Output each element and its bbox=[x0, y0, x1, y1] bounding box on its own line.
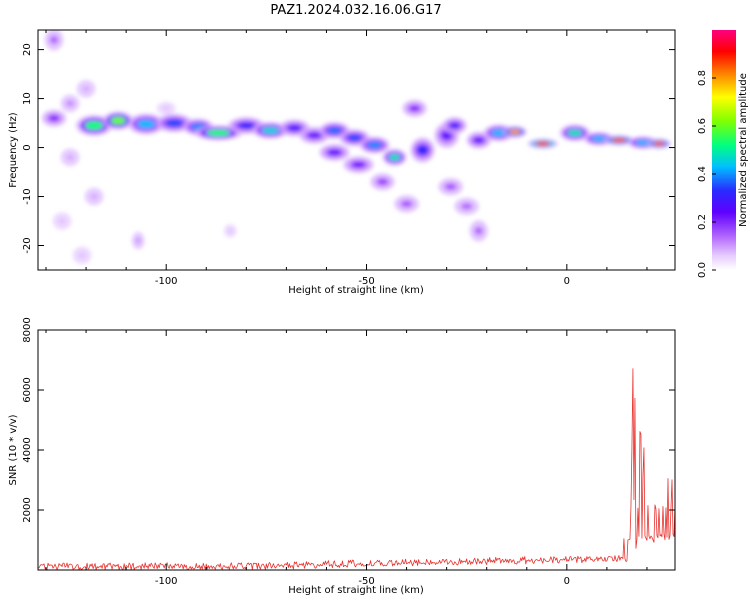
heatmap-core bbox=[65, 153, 75, 161]
heatmap-core bbox=[135, 237, 142, 245]
heatmap-core bbox=[508, 129, 521, 135]
heatmap-core bbox=[286, 124, 302, 132]
colorbar-tick-label: 0.2 bbox=[697, 214, 708, 230]
heatmap-core bbox=[326, 149, 342, 156]
heatmap-core bbox=[346, 134, 363, 142]
heatmap-data bbox=[42, 30, 671, 264]
y-tick-label: -10 bbox=[22, 188, 33, 204]
y-tick-label: 8000 bbox=[22, 317, 33, 342]
heatmap-core bbox=[165, 119, 184, 127]
colorbar: 0.0 0.2 0.4 0.6 0.8 Normalized spectral ampl… bbox=[697, 30, 749, 278]
snr-frame bbox=[37, 329, 676, 571]
heatmap-core bbox=[326, 126, 342, 134]
heatmap-core bbox=[206, 129, 231, 136]
heatmap-core bbox=[237, 122, 256, 129]
x-tick-label: -100 bbox=[155, 276, 178, 287]
heatmap-core bbox=[350, 161, 367, 169]
heatmap-core bbox=[110, 116, 126, 125]
heatmap-core bbox=[367, 141, 383, 149]
heatmap-core bbox=[161, 105, 171, 111]
x-tick-label: -50 bbox=[358, 276, 374, 287]
heatmap-core bbox=[611, 138, 627, 143]
heatmap-core bbox=[448, 122, 461, 129]
y-tick-label: 4000 bbox=[22, 437, 33, 462]
heatmap-frame bbox=[37, 29, 676, 271]
colorbar-tick-label: 0.4 bbox=[697, 166, 708, 182]
y-tick-label: 6000 bbox=[22, 377, 33, 402]
heatmap-core bbox=[460, 202, 473, 210]
y-tick-label: -20 bbox=[22, 237, 33, 253]
y-tick-label: 10 bbox=[22, 92, 33, 105]
heatmap-core bbox=[376, 178, 389, 186]
y-tick-label: 20 bbox=[22, 43, 33, 56]
y-tick-label: 2000 bbox=[22, 497, 33, 522]
heatmap-core bbox=[652, 141, 665, 146]
colorbar-ticks: 0.0 0.2 0.4 0.6 0.8 bbox=[697, 70, 716, 278]
heatmap-core bbox=[472, 136, 485, 144]
colorbar-tick-label: 0.8 bbox=[697, 70, 708, 86]
heatmap-core bbox=[137, 119, 156, 129]
heatmap-core bbox=[77, 251, 87, 259]
heatmap-core bbox=[408, 104, 421, 112]
heatmap-core bbox=[227, 228, 234, 234]
x-tick-label: -50 bbox=[358, 576, 374, 587]
heatmap-core bbox=[535, 141, 551, 146]
heatmap-core bbox=[48, 114, 61, 122]
colorbar-gradient bbox=[712, 30, 736, 270]
x-tick-label: 0 bbox=[564, 276, 570, 287]
heatmap-core bbox=[65, 100, 75, 107]
heatmap-core bbox=[635, 140, 651, 146]
heatmap-core bbox=[57, 217, 67, 225]
heatmap-core bbox=[591, 135, 607, 142]
heatmap-core bbox=[491, 129, 507, 137]
heatmap-core bbox=[261, 126, 280, 134]
colorbar-label: Normalized spectral amplitude bbox=[738, 73, 749, 227]
heatmap-core bbox=[306, 131, 322, 139]
snr-x-label: Height of straight line (km) bbox=[288, 585, 424, 596]
snr-line bbox=[38, 368, 675, 570]
heatmap-core bbox=[49, 35, 59, 45]
heatmap-core bbox=[567, 129, 583, 137]
heatmap-y-label: Frequency (Hz) bbox=[8, 112, 19, 188]
x-tick-label: -100 bbox=[155, 576, 178, 587]
snr-ticks: -100 -50 0 2000 4000 6000 8000 bbox=[22, 317, 675, 587]
heatmap-core bbox=[400, 200, 413, 208]
y-tick-label: 0 bbox=[22, 144, 33, 150]
heatmap-core bbox=[474, 226, 484, 236]
heatmap-core bbox=[416, 144, 429, 156]
x-tick-label: 0 bbox=[564, 576, 570, 587]
chart-title: PAZ1.2024.032.16.06.G17 bbox=[270, 3, 441, 18]
heatmap-core bbox=[85, 121, 104, 130]
colorbar-tick-label: 0.6 bbox=[697, 118, 708, 134]
heatmap-core bbox=[81, 85, 91, 93]
snr-panel: -100 -50 0 2000 4000 6000 8000 Height of strai… bbox=[8, 317, 676, 596]
heatmap-core bbox=[89, 193, 99, 200]
heatmap-core bbox=[444, 183, 457, 191]
colorbar-tick-label: 0.0 bbox=[697, 262, 708, 278]
heatmap-core bbox=[388, 153, 401, 161]
heatmap-x-label: Height of straight line (km) bbox=[288, 285, 424, 296]
snr-y-label: SNR (10 * v/v) bbox=[8, 414, 19, 485]
